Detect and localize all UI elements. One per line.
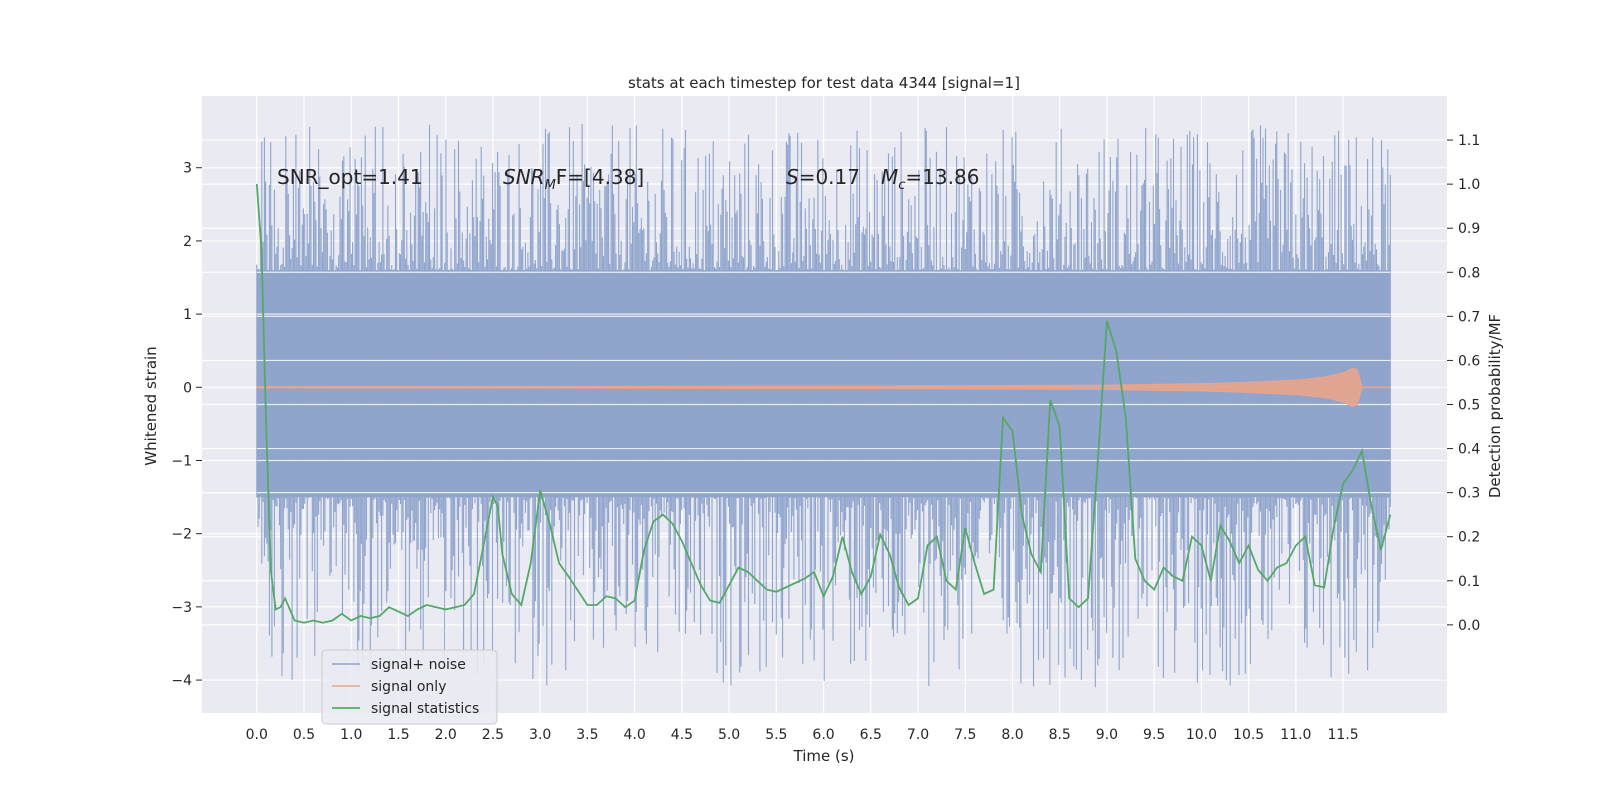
mc-base: M [881,165,898,189]
y2-tick-label: 0.2 [1458,530,1480,546]
mc-sub: c [898,178,905,193]
y2-tick-label: 0.8 [1458,265,1480,281]
legend-label-signal-only: signal only [371,679,446,695]
annotation-snr-opt: SNR_opt=1.41 [277,165,423,189]
snr-mf-sub: M [545,178,556,193]
annotation-s: S=0.17 [786,165,860,189]
x-tick-label: 2.0 [435,727,457,743]
x-tick-label: 11.5 [1328,727,1359,743]
y2-tick-label: 0.3 [1458,486,1480,502]
annotation-mc: Mc=13.86 [881,165,979,193]
x-tick-label: 1.0 [340,727,362,743]
snr-mf-base: SNR [503,165,545,189]
s-label: S [786,165,799,189]
y2-tick-label: 1.1 [1458,133,1480,149]
x-tick-label: 4.5 [671,727,693,743]
y2-tick-label: 0.6 [1458,353,1480,369]
x-tick-label: 6.5 [860,727,882,743]
s-value: =0.17 [799,165,860,189]
x-tick-label: 4.0 [623,727,645,743]
signal-only-series [256,367,1391,407]
x-tick-label: 10.5 [1233,727,1264,743]
y2-tick-label: 0.0 [1458,618,1480,634]
x-axis-label: Time (s) [793,747,855,765]
y-axis-ticks: −4 −3 −2 −1 0 1 2 3 [171,161,202,689]
x-tick-label: 9.0 [1096,727,1118,743]
x-tick-label: 7.5 [954,727,976,743]
y-tick-label: −1 [171,453,192,469]
legend: signal+ noise signal only signal statist… [321,649,498,725]
x-tick-label: 9.5 [1143,727,1165,743]
x-tick-label: 3.0 [529,727,551,743]
y2-axis-ticks: 0.0 0.1 0.2 0.3 0.4 0.5 0.6 0.7 0.8 0.9 1.0 1.1 [1447,133,1480,634]
noise-spikes [256,124,1391,688]
y2-tick-label: 0.7 [1458,309,1480,325]
legend-box [321,649,498,725]
x-tick-label: 3.5 [576,727,598,743]
y-tick-label: −2 [171,527,192,543]
y2-axis-label: Detection probability/MF [1486,314,1504,498]
legend-label-signal-statistics: signal statistics [371,701,479,717]
x-tick-label: 0.5 [293,727,315,743]
y2-tick-label: 0.4 [1458,442,1480,458]
x-tick-label: 2.5 [482,727,504,743]
legend-label-signal-noise: signal+ noise [371,657,466,673]
annotation-snr-mf: SNRMF=[4.38] [503,165,644,193]
y2-tick-label: 0.5 [1458,398,1480,414]
y-axis-label: Whitened strain [142,346,160,465]
x-tick-label: 6.0 [812,727,834,743]
x-tick-label: 8.0 [1001,727,1023,743]
mc-value: =13.86 [905,165,979,189]
x-tick-label: 11.0 [1280,727,1311,743]
y2-tick-label: 1.0 [1458,177,1480,193]
x-axis-ticks: 0.0 0.5 1.0 1.5 2.0 2.5 3.0 3.5 4.0 4.5 5.0 5.5 6.0 6… [246,727,1359,743]
x-tick-label: 0.0 [246,727,268,743]
x-tick-label: 5.0 [718,727,740,743]
chart-title: stats at each timestep for test data 434… [628,74,1020,92]
y-tick-label: 3 [183,161,192,177]
y-tick-label: 0 [183,380,192,396]
x-tick-label: 5.5 [765,727,787,743]
statistics-line [255,184,1392,624]
x-tick-label: 7.0 [907,727,929,743]
y2-tick-label: 0.9 [1458,221,1480,237]
x-tick-label: 1.5 [387,727,409,743]
y2-tick-label: 0.1 [1458,574,1480,590]
x-tick-label: 8.5 [1049,727,1071,743]
y-tick-label: 2 [183,234,192,250]
signal-statistics-series [255,184,1392,624]
y-tick-label: 1 [183,307,192,323]
snr-mf-rest: F=[4.38] [556,165,644,189]
y-tick-label: −3 [171,600,192,616]
y-tick-label: −4 [171,673,192,689]
x-tick-label: 10.0 [1186,727,1217,743]
